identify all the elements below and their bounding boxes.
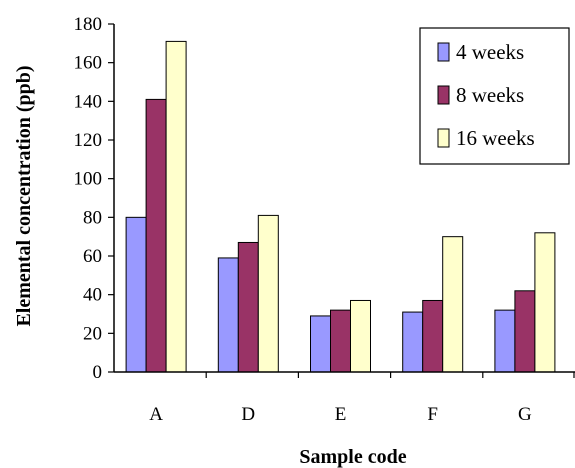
legend: 4 weeks 8 weeks 16 weeks xyxy=(419,27,570,165)
y-tick-label: 80 xyxy=(83,207,102,228)
legend-swatch-4-weeks xyxy=(437,42,450,62)
legend-label: 8 weeks xyxy=(456,83,524,107)
y-tick-label: 60 xyxy=(83,246,102,267)
bar-F-8-weeks xyxy=(422,299,444,373)
bar-D-8-weeks xyxy=(237,241,259,373)
y-tick-label: 160 xyxy=(74,53,103,74)
y-tick-label: 120 xyxy=(74,130,103,151)
y-axis-title: Elemental concentration (ppb) xyxy=(13,65,35,326)
bar-F-4-weeks xyxy=(402,311,424,373)
bar-A-4-weeks xyxy=(125,216,147,373)
bar-G-4-weeks xyxy=(494,309,516,373)
y-tick-label: 0 xyxy=(93,362,103,383)
bar-A-16-weeks xyxy=(165,40,187,373)
y-tick-label: 180 xyxy=(74,14,103,35)
bar-A-8-weeks xyxy=(145,98,167,373)
legend-label: 4 weeks xyxy=(456,40,524,64)
x-tick-label: A xyxy=(149,404,163,425)
axes-layer xyxy=(113,24,575,373)
x-tick-label: F xyxy=(427,404,438,425)
bar-E-16-weeks xyxy=(350,299,371,373)
bar-G-16-weeks xyxy=(534,232,556,373)
x-tick-label: D xyxy=(241,404,255,425)
x-tick-label: G xyxy=(518,404,532,425)
bar-E-8-weeks xyxy=(330,309,351,373)
bar-D-16-weeks xyxy=(257,214,279,373)
y-ticks: 0 20 40 60 80 100 120 140 160 180 xyxy=(74,14,114,383)
legend-swatch-8-weeks xyxy=(437,85,450,105)
bar-F-16-weeks xyxy=(442,236,464,373)
y-tick-label: 40 xyxy=(83,285,102,306)
legend-swatch-16-weeks xyxy=(437,128,450,148)
legend-label: 16 weeks xyxy=(456,126,535,150)
bar-G-8-weeks xyxy=(514,290,536,373)
y-tick-label: 20 xyxy=(83,323,102,344)
y-tick-label: 140 xyxy=(74,91,103,112)
bars-layer xyxy=(125,40,556,373)
y-tick-label: 100 xyxy=(74,169,103,190)
bar-E-4-weeks xyxy=(310,315,331,373)
x-axis-title: Sample code xyxy=(299,446,406,468)
bar-D-4-weeks xyxy=(217,257,239,373)
x-tick-label: E xyxy=(335,404,347,425)
